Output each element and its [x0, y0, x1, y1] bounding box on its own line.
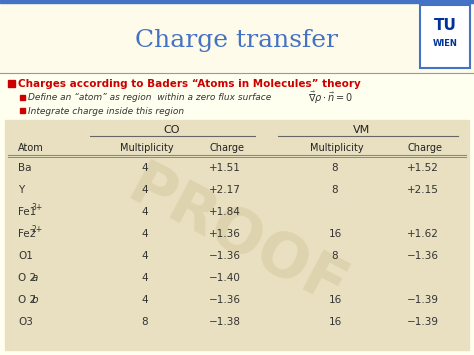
Text: 16: 16 — [328, 295, 342, 305]
Bar — [420, 5, 470, 68]
Text: CO: CO — [164, 125, 180, 135]
Text: TU: TU — [434, 17, 456, 33]
Bar — [5, 120, 469, 350]
Text: $\vec{\nabla}\rho\cdot\vec{n}=0$: $\vec{\nabla}\rho\cdot\vec{n}=0$ — [308, 90, 353, 106]
Text: O1: O1 — [18, 251, 33, 261]
Text: 16: 16 — [328, 317, 342, 327]
Text: Charge: Charge — [408, 143, 443, 153]
Text: Multiplicity: Multiplicity — [310, 143, 364, 153]
Text: Integrate charge inside this region: Integrate charge inside this region — [28, 106, 184, 115]
Text: −1.40: −1.40 — [209, 273, 241, 283]
Text: 4: 4 — [142, 273, 148, 283]
Bar — [0, 73, 474, 355]
Text: O3: O3 — [18, 317, 33, 327]
Text: O 2: O 2 — [18, 295, 36, 305]
Text: Fe2: Fe2 — [18, 229, 36, 239]
Text: Y: Y — [18, 185, 24, 195]
Text: 2+: 2+ — [31, 225, 43, 235]
Bar — [20, 108, 25, 113]
Text: −1.36: −1.36 — [209, 295, 241, 305]
Bar — [0, 0, 474, 75]
Text: 4: 4 — [142, 295, 148, 305]
Text: 8: 8 — [332, 251, 338, 261]
Text: 4: 4 — [142, 229, 148, 239]
Bar — [8, 80, 15, 87]
Text: −1.39: −1.39 — [407, 295, 439, 305]
Text: Charge: Charge — [210, 143, 245, 153]
Text: 4: 4 — [142, 251, 148, 261]
Text: +1.51: +1.51 — [209, 163, 241, 173]
Text: +1.52: +1.52 — [407, 163, 439, 173]
Text: −1.36: −1.36 — [407, 251, 439, 261]
Text: 8: 8 — [332, 185, 338, 195]
Text: Fe1: Fe1 — [18, 207, 36, 217]
Text: +1.62: +1.62 — [407, 229, 439, 239]
Text: a: a — [31, 273, 38, 283]
Bar — [20, 95, 25, 100]
Text: b: b — [31, 295, 38, 305]
Text: 4: 4 — [142, 185, 148, 195]
Text: 4: 4 — [142, 163, 148, 173]
Text: −1.36: −1.36 — [209, 251, 241, 261]
Text: 4: 4 — [142, 207, 148, 217]
Text: VM: VM — [354, 125, 371, 135]
Bar — [0, 0, 474, 3]
Text: Define an “atom” as region  within a zero flux surface: Define an “atom” as region within a zero… — [28, 93, 271, 103]
Text: −1.39: −1.39 — [407, 317, 439, 327]
Text: Ba: Ba — [18, 163, 31, 173]
Text: Multiplicity: Multiplicity — [120, 143, 173, 153]
Text: +2.15: +2.15 — [407, 185, 439, 195]
Text: Charges according to Baders “Atoms in Molecules” theory: Charges according to Baders “Atoms in Mo… — [18, 79, 361, 89]
Text: +1.84: +1.84 — [209, 207, 241, 217]
Text: 3+: 3+ — [31, 203, 43, 213]
Text: 16: 16 — [328, 229, 342, 239]
Text: 8: 8 — [142, 317, 148, 327]
Text: PROOF: PROOF — [118, 156, 356, 320]
Text: +2.17: +2.17 — [209, 185, 241, 195]
Text: 8: 8 — [332, 163, 338, 173]
Text: Charge transfer: Charge transfer — [136, 28, 338, 51]
Text: WIEN: WIEN — [433, 39, 457, 49]
Text: O 2: O 2 — [18, 273, 36, 283]
Text: +1.36: +1.36 — [209, 229, 241, 239]
Text: −1.38: −1.38 — [209, 317, 241, 327]
Text: Atom: Atom — [18, 143, 44, 153]
